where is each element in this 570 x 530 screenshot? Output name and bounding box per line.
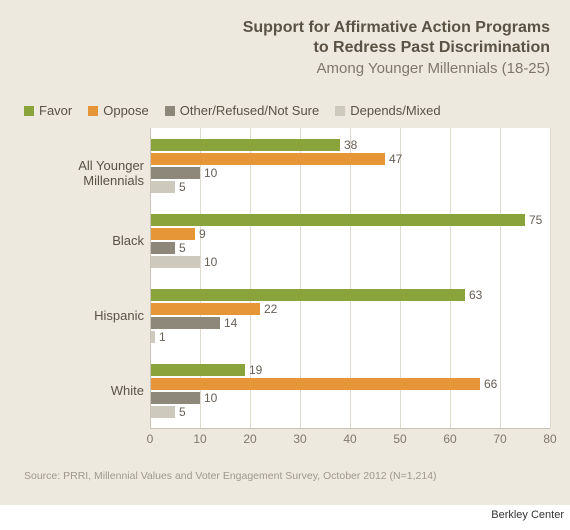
bar-value: 5	[179, 406, 186, 418]
category-label: All Younger Millennials	[20, 158, 144, 188]
plot: 38 47 10 5 75 9 5 10 63 22 14 1 19 66 10 5 0 10 20 30 40 50 6…	[20, 128, 550, 468]
x-tick: 80	[543, 432, 556, 446]
bar	[150, 214, 525, 226]
x-tick: 30	[293, 432, 306, 446]
bar-value: 66	[484, 378, 497, 390]
x-tick: 60	[443, 432, 456, 446]
legend-item: Depends/Mixed	[335, 103, 440, 118]
credit-text: Berkley Center	[0, 505, 570, 521]
legend-item: Favor	[24, 103, 72, 118]
bar	[150, 242, 175, 254]
bar-value: 10	[204, 392, 217, 404]
bar	[150, 406, 175, 418]
x-tick: 20	[243, 432, 256, 446]
legend-swatch	[335, 106, 345, 116]
bar-value: 14	[224, 317, 237, 329]
category-label: Hispanic	[20, 308, 144, 323]
bar	[150, 228, 195, 240]
legend-swatch	[165, 106, 175, 116]
bar-value: 47	[389, 153, 402, 165]
category-label: Black	[20, 233, 144, 248]
chart-container: Support for Affirmative Action Programs …	[0, 0, 570, 505]
gridline	[500, 128, 501, 428]
source-text: Source: PRRI, Millennial Values and Vote…	[20, 470, 550, 482]
chart-title-line2: to Redress Past Discrimination	[20, 38, 550, 58]
bar-value: 10	[204, 256, 217, 268]
bar	[150, 181, 175, 193]
legend-label: Favor	[39, 103, 72, 118]
legend-swatch	[88, 106, 98, 116]
bar	[150, 167, 200, 179]
bar	[150, 256, 200, 268]
bar-value: 9	[199, 228, 206, 240]
bar	[150, 289, 465, 301]
legend: Favor Oppose Other/Refused/Not Sure Depends…	[24, 103, 550, 118]
bar-value: 5	[179, 242, 186, 254]
chart-title-line1: Support for Affirmative Action Programs	[20, 18, 550, 38]
bar-value: 1	[159, 331, 166, 343]
bar	[150, 364, 245, 376]
legend-item: Oppose	[88, 103, 149, 118]
bar-value: 19	[249, 364, 262, 376]
bar-value: 75	[529, 214, 542, 226]
chart-subtitle: Among Younger Millennials (18-25)	[20, 60, 550, 77]
bar	[150, 139, 340, 151]
bar-value: 22	[264, 303, 277, 315]
bar-value: 5	[179, 181, 186, 193]
legend-label: Oppose	[103, 103, 149, 118]
bar	[150, 303, 260, 315]
x-tick: 0	[147, 432, 154, 446]
bar-value: 63	[469, 289, 482, 301]
plot-area: 38 47 10 5 75 9 5 10 63 22 14 1 19 66 10 5	[150, 128, 550, 428]
x-tick: 40	[343, 432, 356, 446]
legend-label: Depends/Mixed	[350, 103, 440, 118]
bar-value: 38	[344, 139, 357, 151]
bar	[150, 378, 480, 390]
y-axis	[150, 128, 151, 428]
bar	[150, 392, 200, 404]
x-tick: 70	[493, 432, 506, 446]
bar	[150, 153, 385, 165]
x-axis: 01020304050607080	[150, 428, 550, 448]
x-tick: 10	[193, 432, 206, 446]
legend-item: Other/Refused/Not Sure	[165, 103, 319, 118]
bar-value: 10	[204, 167, 217, 179]
category-label: White	[20, 383, 144, 398]
legend-label: Other/Refused/Not Sure	[180, 103, 319, 118]
x-tick: 50	[393, 432, 406, 446]
gridline	[550, 128, 551, 428]
legend-swatch	[24, 106, 34, 116]
bar	[150, 317, 220, 329]
